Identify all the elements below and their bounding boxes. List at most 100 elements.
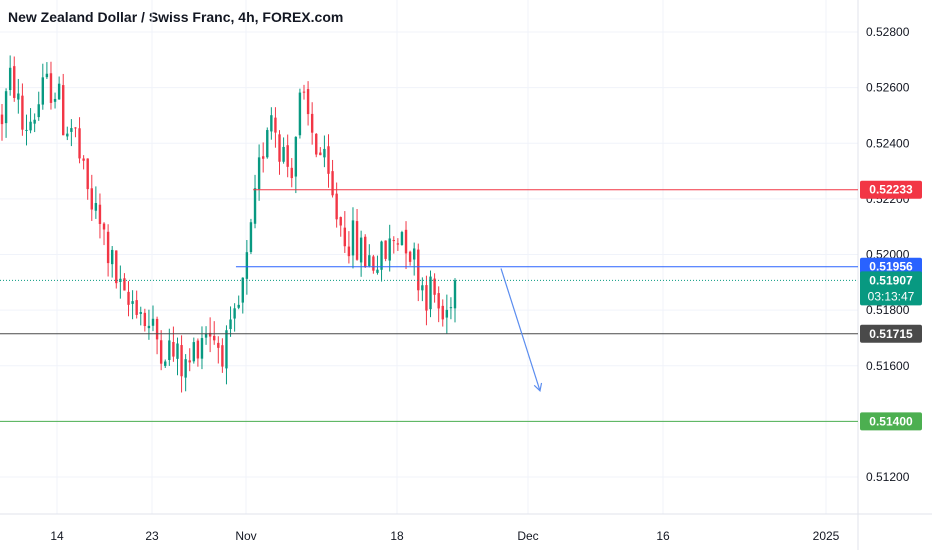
- candle-body: [412, 248, 416, 260]
- entry-price-label-bg: [860, 257, 922, 276]
- candle-body: [368, 255, 371, 267]
- candle-body: [355, 221, 359, 260]
- candle-body: [123, 278, 126, 291]
- candle-body: [441, 305, 444, 320]
- candle-body: [261, 156, 265, 159]
- candle-body: [245, 252, 249, 279]
- countdown-label: 03:13:47: [868, 289, 915, 303]
- price-labels: 0.52233 0.51956 0.51715 0.51400 0.51907 03:13…: [860, 180, 922, 431]
- candle-body: [86, 158, 89, 190]
- x-tick-label: 16: [656, 529, 670, 543]
- candle-body: [449, 307, 453, 309]
- candle-body: [425, 285, 428, 311]
- candle-body: [147, 325, 151, 329]
- candle-body: [192, 342, 196, 362]
- candle-body: [421, 285, 424, 291]
- candle-body: [70, 128, 73, 132]
- candle-body: [127, 291, 130, 305]
- candle-body: [453, 280, 457, 309]
- candle-body: [213, 335, 216, 341]
- y-tick-label: 0.51600: [866, 359, 910, 373]
- candle-body: [237, 304, 240, 308]
- x-tick-label: 18: [390, 529, 404, 543]
- candle-body: [319, 152, 322, 156]
- candle-body: [74, 127, 77, 129]
- candle-body: [57, 83, 61, 100]
- candle-body: [257, 157, 261, 190]
- candle-body: [8, 67, 12, 91]
- candle-body: [98, 204, 102, 224]
- candle-body: [445, 309, 449, 318]
- candle-body: [270, 115, 273, 132]
- candle-body: [110, 249, 114, 265]
- candle-body: [66, 133, 69, 137]
- candle-body: [49, 73, 53, 103]
- candle-body: [176, 343, 179, 359]
- candle-body: [131, 301, 134, 304]
- candle-body: [172, 341, 175, 357]
- candle-body: [347, 246, 351, 257]
- candle-body: [33, 119, 36, 124]
- candle-body: [327, 146, 330, 174]
- candle-body: [323, 148, 326, 158]
- forecast-arrow-head: [533, 382, 543, 392]
- candle-body: [274, 117, 277, 133]
- candle-body: [286, 145, 289, 167]
- candle-body: [41, 77, 45, 105]
- candle-body: [159, 340, 163, 364]
- candle-body: [278, 134, 281, 162]
- candle-body: [180, 345, 183, 377]
- support-price-label: 0.51715: [869, 327, 913, 341]
- candle-body: [376, 269, 379, 273]
- current-price-label: 0.51907: [869, 273, 913, 287]
- candle-body: [417, 249, 420, 291]
- candle-body: [290, 167, 293, 179]
- candle-body: [17, 93, 20, 100]
- candle-body: [229, 319, 232, 330]
- candle-body: [13, 66, 16, 98]
- current-price-label-bg: [860, 271, 922, 306]
- candle-body: [21, 95, 24, 130]
- chart-title: New Zealand Dollar / Swiss Franc, 4h, FO…: [8, 9, 344, 25]
- candle-body: [335, 193, 338, 220]
- candle-body: [115, 250, 118, 284]
- candle-body: [339, 217, 342, 226]
- x-tick-label: 14: [50, 529, 64, 543]
- candlesticks: [0, 55, 457, 393]
- time-axis[interactable]: 14 23 Nov 18 Dec 16 2025: [50, 529, 839, 543]
- candle-body: [184, 359, 187, 378]
- candle-body: [225, 330, 228, 369]
- candle-body: [306, 89, 310, 115]
- candle-body: [106, 231, 110, 264]
- y-tick-label: 0.52800: [866, 25, 910, 39]
- candle-body: [343, 227, 347, 247]
- candle-body: [221, 345, 224, 367]
- x-tick-label: Dec: [517, 529, 538, 543]
- entry-price-label: 0.51956: [869, 260, 913, 274]
- candle-body: [351, 220, 355, 256]
- candle-body: [404, 229, 408, 254]
- y-tick-label: 0.51200: [866, 470, 910, 484]
- candle-body: [155, 318, 159, 340]
- candle-body: [266, 130, 269, 158]
- x-tick-label: 23: [145, 529, 159, 543]
- candle-body: [429, 276, 432, 310]
- resistance-price-label-bg: [860, 180, 922, 199]
- y-tick-label: 0.52600: [866, 81, 910, 95]
- price-levels: [0, 189, 858, 422]
- candle-body: [408, 251, 412, 262]
- candle-body: [241, 277, 244, 303]
- candle-body: [380, 241, 383, 270]
- x-tick-label: Nov: [235, 529, 256, 543]
- candle-body: [384, 240, 387, 259]
- candle-body: [45, 73, 49, 78]
- candle-body: [249, 222, 253, 253]
- candle-body: [400, 232, 404, 246]
- candle-body: [372, 256, 375, 271]
- candle-body: [4, 91, 8, 124]
- candle-body: [151, 318, 155, 326]
- candle-body: [168, 340, 171, 361]
- candle-body: [143, 312, 147, 327]
